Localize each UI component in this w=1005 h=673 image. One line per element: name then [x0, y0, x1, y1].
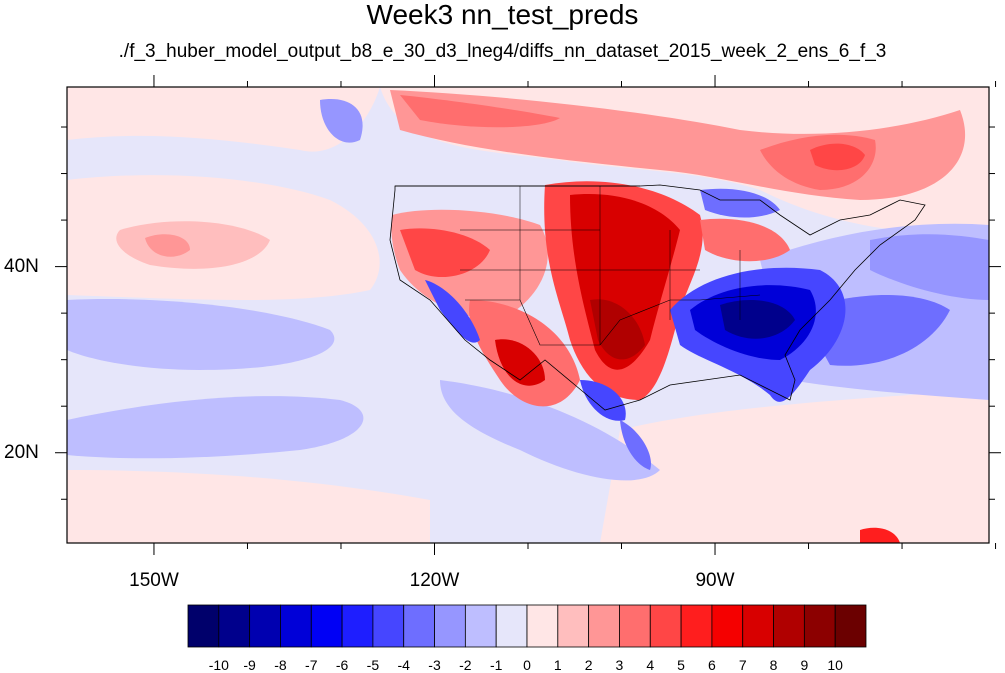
- anomaly-field: [67, 87, 989, 543]
- colorbar-swatch: [464, 604, 497, 648]
- positive-region: [116, 221, 270, 269]
- colorbar-label: -1: [489, 657, 503, 673]
- positive-region: [67, 470, 430, 543]
- colorbar-swatch: [619, 604, 651, 648]
- colorbar-swatch: [187, 604, 220, 648]
- colorbar-label: 8: [769, 657, 778, 673]
- positive-region: [860, 527, 900, 543]
- colorbar-label: -4: [397, 657, 410, 673]
- negative-region: [425, 280, 480, 343]
- colorbar-swatch: [403, 604, 435, 648]
- plot-title: Week3 nn_test_preds: [366, 0, 639, 30]
- colorbar-label: -9: [243, 657, 256, 673]
- colorbar-label: 9: [800, 657, 809, 673]
- colorbar-swatch: [434, 604, 466, 648]
- negative-region: [440, 380, 660, 481]
- negative-region: [700, 188, 780, 218]
- colorbar-swatch: [249, 604, 281, 648]
- positive-region: [400, 95, 560, 128]
- colorbar-label: 0: [523, 657, 531, 673]
- colorbar-swatch: [680, 604, 713, 648]
- colorbar-label: -2: [459, 657, 472, 673]
- colorbar-swatch: [711, 604, 744, 648]
- negative-region: [580, 380, 626, 421]
- colorbar-label: -7: [305, 657, 318, 673]
- negative-region: [870, 234, 989, 300]
- negative-region: [720, 300, 795, 339]
- colorbar-swatch: [372, 604, 405, 648]
- colorbar-swatch: [803, 604, 836, 648]
- axis-ticks: [55, 75, 1001, 555]
- colorbar-label: -8: [274, 657, 287, 673]
- positive-region: [145, 234, 190, 257]
- colorbar-label: 2: [584, 657, 593, 673]
- colorbar: [187, 604, 867, 648]
- colorbar-label: 6: [708, 657, 716, 673]
- lat-tick-label: 40N: [4, 255, 39, 277]
- colorbar-label: 3: [615, 657, 624, 673]
- colorbar-swatch: [280, 604, 312, 648]
- colorbar-swatch: [310, 604, 343, 648]
- colorbar-swatch: [834, 604, 867, 648]
- colorbar-label: 5: [677, 657, 685, 673]
- colorbar-swatch: [526, 604, 559, 648]
- positive-region: [67, 87, 380, 152]
- plot-subtitle: ./f_3_huber_model_output_b8_e_30_d3_lneg…: [118, 41, 887, 62]
- colorbar-swatch: [218, 604, 251, 648]
- negative-region: [620, 420, 651, 470]
- positive-region: [400, 228, 490, 278]
- colorbar-swatch: [649, 604, 682, 648]
- positive-region: [590, 299, 645, 360]
- negative-region: [67, 396, 364, 459]
- colorbar-label: -6: [335, 657, 349, 673]
- lon-tick-label: 90W: [695, 570, 735, 591]
- lon-tick-label: 120W: [409, 570, 460, 591]
- state-lines: [460, 186, 741, 345]
- coastline: [389, 184, 926, 411]
- positive-region: [600, 390, 989, 543]
- colorbar-label: 4: [646, 657, 655, 673]
- negative-region: [67, 299, 335, 370]
- negative-region: [320, 99, 363, 143]
- colorbar-label: 10: [827, 657, 843, 673]
- colorbar-swatch: [557, 604, 590, 648]
- positive-region: [810, 143, 865, 171]
- positive-region: [495, 339, 545, 386]
- colorbar-swatch: [341, 604, 374, 648]
- colorbar-label: 1: [553, 657, 562, 673]
- colorbar-label: -3: [428, 657, 441, 673]
- lat-tick-label: 20N: [4, 441, 39, 463]
- colorbar-swatch: [773, 604, 805, 648]
- colorbar-label: 7: [738, 657, 747, 673]
- colorbar-swatch: [588, 604, 620, 648]
- colorbar-swatch: [742, 604, 774, 648]
- colorbar-label: -10: [208, 657, 229, 673]
- colorbar-swatch: [495, 604, 528, 648]
- lon-tick-label: 150W: [129, 570, 179, 591]
- colorbar-label: -5: [366, 657, 380, 673]
- positive-region: [700, 218, 790, 262]
